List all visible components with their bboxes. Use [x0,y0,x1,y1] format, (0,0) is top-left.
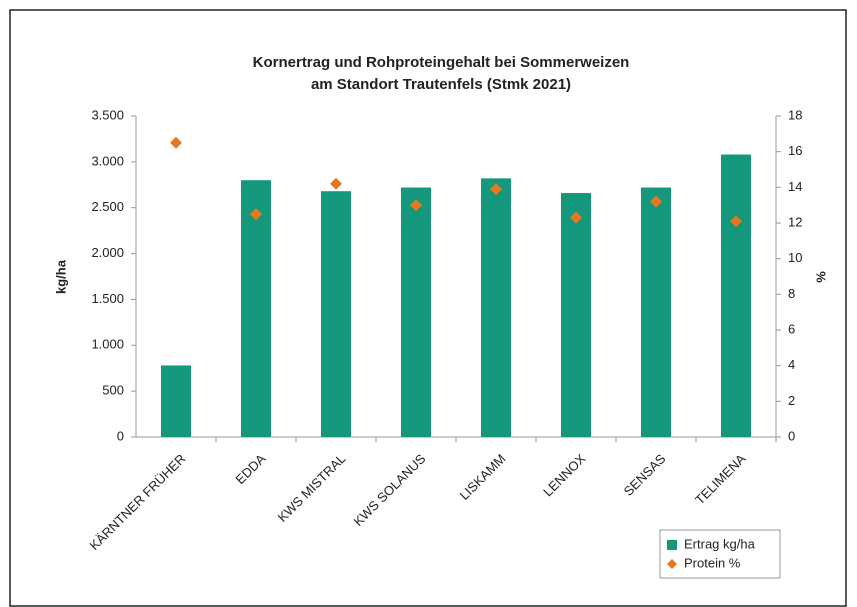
y2-tick-label: 10 [788,250,802,265]
y2-tick-label: 6 [788,321,795,336]
y-tick-label: 1.000 [91,337,124,352]
bar [641,187,671,437]
point [650,195,662,208]
chart-title: Kornertrag und Rohproteingehalt bei Somm… [253,54,630,71]
bar [561,193,591,437]
y2-tick-label: 8 [788,286,795,301]
bar [721,154,751,437]
point [170,136,182,149]
y-tick-label: 500 [102,383,124,398]
bar [161,365,191,437]
bar [241,180,271,437]
y-axis-label: kg/ha [53,259,68,294]
y2-axis-label: % [813,271,828,283]
legend-swatch [667,540,677,550]
chart-title: am Standort Trautenfels (Stmk 2021) [311,76,571,93]
legend-label: Ertrag kg/ha [684,536,756,551]
point [330,177,342,190]
legend-label: Protein % [684,555,741,570]
legend [659,529,781,579]
y-tick-label: 3.000 [91,153,124,168]
y2-tick-label: 2 [788,393,795,408]
y2-tick-label: 12 [788,214,802,229]
y-tick-label: 1.500 [91,291,124,306]
point [570,211,582,224]
point [730,215,742,228]
y2-tick-label: 18 [788,107,802,122]
y2-tick-label: 0 [788,428,795,443]
bar [321,191,351,437]
y-tick-label: 2.500 [91,199,124,214]
point [490,183,502,196]
y2-tick-label: 16 [788,143,802,158]
y2-tick-label: 14 [788,179,802,194]
legend-swatch [667,559,677,569]
y-tick-label: 0 [117,428,124,443]
bar [401,187,431,437]
y-tick-label: 2.000 [91,245,124,260]
point [250,208,262,221]
y2-tick-label: 4 [788,357,795,372]
y-tick-label: 3.500 [91,107,124,122]
bar [481,178,511,437]
point [410,199,422,212]
